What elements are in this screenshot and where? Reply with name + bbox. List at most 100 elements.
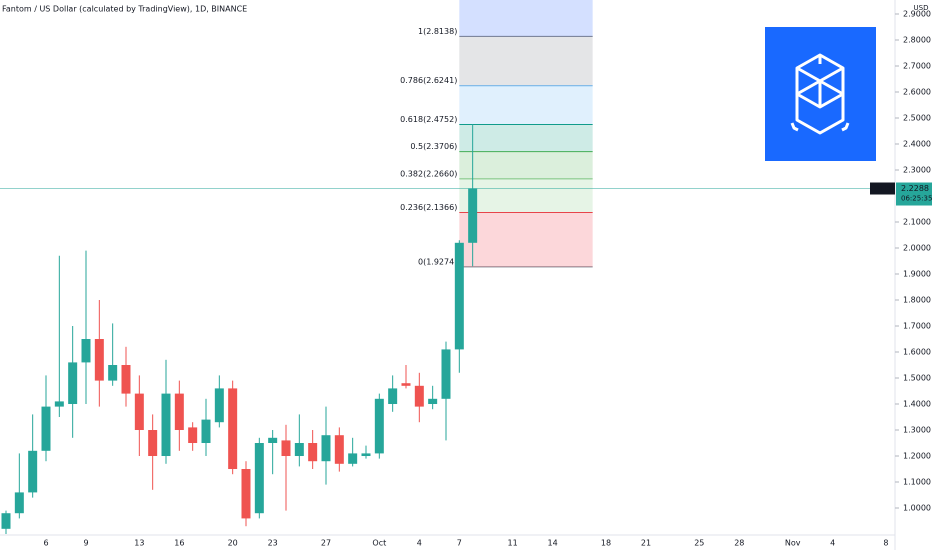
fib-zone xyxy=(459,36,593,86)
candle-body xyxy=(334,435,344,464)
candle-body xyxy=(54,401,64,407)
candle-body xyxy=(294,443,304,457)
price-label-bg xyxy=(896,182,932,206)
y-tick-label: 1.3000 xyxy=(903,426,931,435)
y-tick-label: 2.4000 xyxy=(903,139,931,148)
y-tick-label: 2.0000 xyxy=(903,243,931,252)
x-tick-label: 27 xyxy=(321,539,331,548)
candle-body xyxy=(241,469,251,519)
y-tick-label: 2.3000 xyxy=(903,165,931,174)
candle-body xyxy=(268,437,278,444)
candle-body xyxy=(41,406,51,451)
y-tick-label: 1.1000 xyxy=(903,478,931,487)
candle-body xyxy=(428,398,438,405)
candle-body xyxy=(108,365,118,381)
currency: USD xyxy=(914,4,929,12)
candle-body xyxy=(361,453,371,457)
candle-body xyxy=(214,388,224,423)
fib-zone xyxy=(459,85,593,125)
x-tick-label: 21 xyxy=(641,539,651,548)
x-tick-label: 4 xyxy=(830,539,835,548)
x-tick-label: 7 xyxy=(457,539,462,548)
candle-body xyxy=(94,339,104,381)
fib-zone xyxy=(459,212,593,267)
y-tick-label: 2.1000 xyxy=(903,217,931,226)
candle-body xyxy=(414,385,424,407)
candle-body xyxy=(468,188,478,243)
x-tick-label: 16 xyxy=(174,539,184,548)
candle-body xyxy=(228,388,238,470)
candle-body xyxy=(388,388,398,405)
y-tick-label: 2.8000 xyxy=(903,35,931,44)
x-tick-label: 18 xyxy=(601,539,611,548)
axis-layer: 1.0000 1.1000 1.2000 1.3000 1.4000 1.5000 1.60… xyxy=(43,9,932,548)
y-tick-label: 2.6000 xyxy=(903,87,931,96)
candle-body xyxy=(308,443,318,462)
x-tick-label: 6 xyxy=(43,539,48,548)
x-tick-label: 4 xyxy=(417,539,422,548)
fib-zone xyxy=(459,124,593,152)
candle-body xyxy=(254,443,264,514)
symbol-label-bg xyxy=(870,182,895,195)
y-tick-label: 2.7000 xyxy=(903,61,931,70)
x-tick-label: Oct xyxy=(372,539,386,548)
candle-body xyxy=(441,349,451,399)
candle-body xyxy=(201,419,211,444)
y-tick-label: 1.7000 xyxy=(903,322,931,331)
x-tick-label: 20 xyxy=(228,539,238,548)
y-tick-label: 1.5000 xyxy=(903,374,931,383)
y-tick-label: 1.4000 xyxy=(903,400,931,409)
fib-label: 0.5(2.3706) xyxy=(410,142,457,151)
candle-body xyxy=(174,393,184,431)
fib-top-zone xyxy=(459,0,593,37)
logo-icon xyxy=(790,53,850,135)
x-tick-label: 8 xyxy=(883,539,888,548)
candle-body xyxy=(188,427,198,444)
candle-body xyxy=(148,430,158,457)
symbol-label: FTMUSD xyxy=(870,185,895,192)
x-tick-label: 23 xyxy=(268,539,278,548)
chart-title: Fantom / US Dollar (calculated by Tradin… xyxy=(2,5,247,14)
y-tick-label: 1.0000 xyxy=(903,504,931,513)
x-tick-label: 11 xyxy=(508,539,518,548)
fib-label: 0.618(2.4752) xyxy=(400,115,457,124)
logo xyxy=(765,27,876,161)
countdown-label: 06:25:35 xyxy=(901,195,932,203)
candle-body xyxy=(81,339,91,363)
candle-body xyxy=(321,435,331,462)
x-tick-label: 28 xyxy=(734,539,744,548)
x-tick-label: 14 xyxy=(548,539,558,548)
x-tick-label: 25 xyxy=(694,539,704,548)
fib-label: 0.786(2.6241) xyxy=(400,76,457,85)
y-tick-label: 1.8000 xyxy=(903,296,931,305)
fib-label: 0.236(2.1366) xyxy=(400,203,457,212)
candle-body xyxy=(134,393,144,431)
fib-zone xyxy=(459,178,593,213)
fib-layer: 0(1.9274) 0.236(2.1366) 0.382(2.2660) 0.5(2… xyxy=(400,0,593,268)
fib-label: 0(1.9274) xyxy=(418,257,457,266)
y-tick-label: 1.9000 xyxy=(903,270,931,279)
x-tick-label: 13 xyxy=(134,539,144,548)
fib-label: 1(2.8138) xyxy=(418,27,457,36)
candle-body xyxy=(454,242,464,350)
y-tick-label: 2.5000 xyxy=(903,113,931,122)
main-layer xyxy=(0,124,895,535)
fib-label: 0.382(2.2660) xyxy=(400,169,457,178)
candle-body xyxy=(281,440,291,457)
candle-body xyxy=(374,398,384,454)
candle-body xyxy=(401,383,411,386)
y-tick-label: 2.9000 xyxy=(903,9,931,18)
x-tick-label: Nov xyxy=(785,539,801,548)
candle-body xyxy=(28,450,38,493)
candle-body xyxy=(1,513,11,529)
candle-body xyxy=(121,365,131,394)
fib-zone xyxy=(459,151,593,179)
y-tick-label: 1.2000 xyxy=(903,452,931,461)
price-label: 2.2288 xyxy=(901,184,929,193)
candle-body xyxy=(161,393,171,457)
y-tick-label: 1.6000 xyxy=(903,348,931,357)
x-tick-label: 9 xyxy=(83,539,88,548)
candle-body xyxy=(348,453,358,464)
candle-body xyxy=(68,362,78,405)
